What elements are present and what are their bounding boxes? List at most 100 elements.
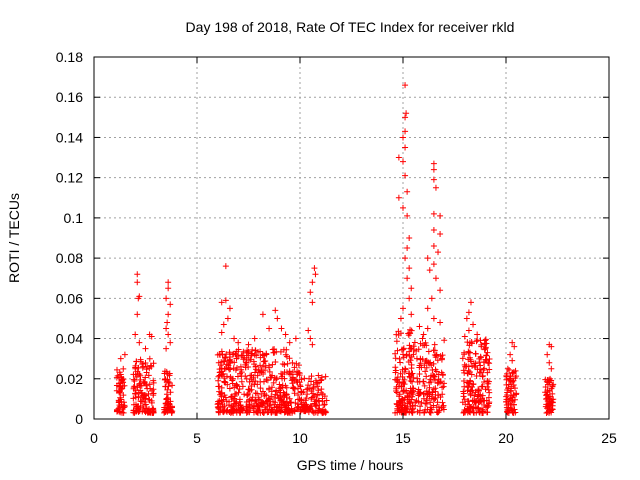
data-point [133, 374, 140, 381]
data-point [418, 399, 425, 406]
data-point [223, 361, 230, 368]
data-point [303, 395, 310, 402]
data-point [264, 403, 271, 410]
data-point [513, 373, 520, 380]
data-point [266, 385, 273, 392]
data-point [440, 383, 447, 390]
data-point [286, 339, 293, 346]
data-point [439, 391, 446, 398]
data-point [439, 384, 446, 391]
data-point [266, 368, 273, 375]
data-point [395, 407, 402, 414]
data-point [417, 407, 424, 414]
data-point [459, 355, 466, 362]
data-point [484, 369, 491, 376]
data-point [465, 384, 472, 391]
data-point [305, 327, 312, 334]
data-point [470, 381, 477, 388]
data-point [143, 366, 150, 373]
data-point [231, 335, 238, 342]
data-point [281, 369, 288, 376]
data-point [270, 349, 277, 356]
data-point [392, 364, 399, 371]
data-point [409, 388, 416, 395]
data-point [263, 351, 270, 358]
y-tick-label: 0.18 [56, 49, 83, 65]
data-point [253, 366, 260, 373]
data-point [485, 386, 492, 393]
data-point [215, 404, 222, 411]
data-point [507, 351, 514, 358]
data-point [543, 409, 550, 416]
data-point [509, 357, 516, 364]
data-point [315, 387, 322, 394]
data-point [226, 349, 233, 356]
data-point [400, 345, 407, 352]
data-point [142, 360, 149, 367]
y-tick-label: 0.16 [56, 89, 83, 105]
data-point [117, 355, 124, 362]
data-point [402, 365, 409, 372]
data-point [399, 395, 406, 402]
data-point [257, 354, 264, 361]
y-tick-label: 0.08 [56, 250, 83, 266]
data-point [482, 336, 489, 343]
data-point [408, 285, 415, 292]
data-point [542, 376, 549, 383]
data-point [132, 362, 139, 369]
data-point [223, 351, 230, 358]
data-point [245, 404, 252, 411]
data-point [473, 372, 480, 379]
data-point [298, 376, 305, 383]
data-point [441, 337, 448, 344]
data-point [474, 331, 481, 338]
data-point [131, 383, 138, 390]
data-point [167, 339, 174, 346]
data-point [304, 403, 311, 410]
data-point [405, 332, 412, 339]
data-point [510, 401, 517, 408]
data-point [323, 397, 330, 404]
data-point [163, 295, 170, 302]
data-point [214, 351, 221, 358]
data-point [402, 128, 409, 135]
data-point [464, 398, 471, 405]
data-point [221, 402, 228, 409]
data-point [259, 409, 266, 416]
data-point [412, 402, 419, 409]
data-point [542, 383, 549, 390]
data-point [222, 297, 229, 304]
data-point [433, 352, 440, 359]
data-point [234, 383, 241, 390]
data-point [259, 363, 266, 370]
data-point [165, 279, 172, 286]
data-point [240, 348, 247, 355]
data-point [472, 350, 479, 357]
data-point [164, 319, 171, 326]
data-point [226, 385, 233, 392]
data-point [141, 391, 148, 398]
data-point [117, 394, 124, 401]
grid-lines [94, 57, 609, 419]
data-point [438, 355, 445, 362]
data-point [130, 376, 137, 383]
data-point [548, 365, 555, 372]
data-point [397, 315, 404, 322]
data-point [273, 375, 280, 382]
data-point [481, 340, 488, 347]
data-point [544, 394, 551, 401]
data-point [486, 400, 493, 407]
data-point [289, 374, 296, 381]
data-point [242, 359, 249, 366]
data-point [249, 378, 256, 385]
data-point [549, 399, 556, 406]
data-point [397, 370, 404, 377]
data-point [506, 366, 513, 373]
data-point [260, 378, 267, 385]
data-point [311, 265, 318, 272]
x-tick-label: 25 [601, 430, 617, 446]
data-point [308, 373, 315, 380]
data-point [130, 395, 137, 402]
x-axis-label: GPS time / hours [297, 457, 404, 473]
data-point [392, 409, 399, 416]
